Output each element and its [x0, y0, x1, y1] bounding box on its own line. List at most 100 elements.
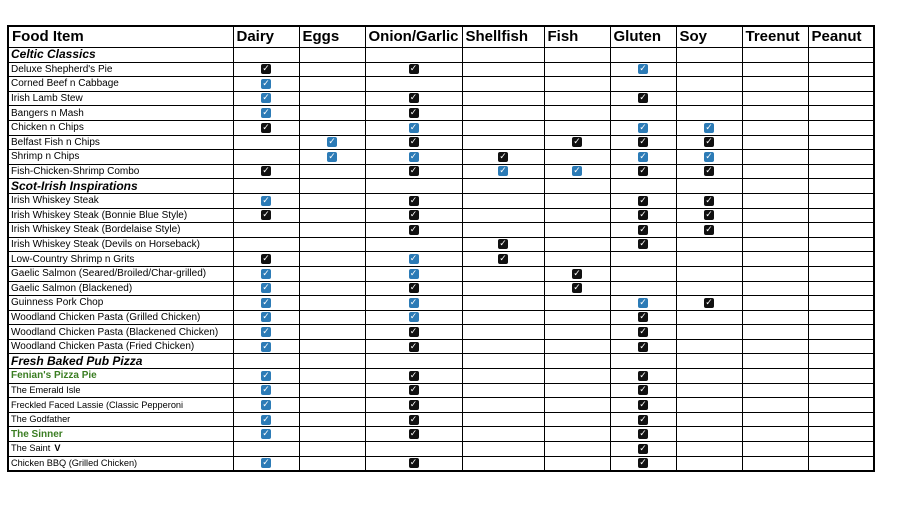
- checkbox-checked-icon: ✓: [408, 385, 419, 396]
- checkbox-checked-icon: ✓: [261, 166, 271, 177]
- allergen-sheet: Food Item Dairy Eggs Onion/Garlic Shellfish F…: [7, 25, 875, 473]
- checkbox-checked-icon: ✓: [261, 297, 271, 308]
- food-item-name: Fenian's Pizza Pie: [7, 368, 234, 384]
- empty-cell: [298, 47, 366, 63]
- allergen-cell: ✓: [609, 426, 677, 443]
- allergen-cell: [807, 61, 875, 78]
- table-row: Fenian's Pizza Pie ✓ ✓ ✓: [7, 368, 875, 384]
- allergen-cell: ✓: [609, 338, 677, 355]
- allergen-cell: [298, 411, 366, 428]
- allergen-cell: ✓: [232, 251, 300, 267]
- allergen-cell: [543, 207, 611, 224]
- food-item-label: Chicken BBQ (Grilled Chicken): [11, 457, 138, 468]
- table-row: Chicken BBQ (Grilled Chicken) ✓ ✓ ✓: [7, 455, 875, 473]
- allergen-cell: ✓: [232, 338, 300, 355]
- allergen-cell: [543, 411, 611, 428]
- allergen-cell: ✓: [364, 324, 463, 340]
- allergen-cell: [675, 382, 743, 399]
- empty-cell: [461, 353, 545, 370]
- allergen-cell: ✓: [232, 295, 300, 311]
- allergen-cell: [461, 455, 545, 473]
- empty-cell: [364, 353, 463, 370]
- allergen-cell: [298, 90, 366, 107]
- checkbox-checked-icon: ✓: [704, 137, 714, 148]
- checkbox-checked-icon: ✓: [572, 268, 582, 279]
- allergen-cell: ✓: [232, 280, 300, 297]
- food-item-label: Bangers n Mash: [11, 107, 84, 119]
- checkbox-checked-icon: ✓: [638, 64, 648, 75]
- checkbox-checked-icon: ✓: [408, 268, 419, 279]
- checkbox-checked-icon: ✓: [638, 370, 648, 381]
- allergen-cell: [807, 163, 875, 180]
- food-item-name: Guinness Pork Chop: [7, 295, 234, 311]
- food-item-label: Woodland Chicken Pasta (Blackened Chicke…: [11, 326, 219, 338]
- allergen-cell: ✓: [232, 455, 300, 473]
- checkbox-checked-icon: ✓: [408, 210, 419, 221]
- checkbox-checked-icon: ✓: [408, 64, 419, 75]
- allergen-cell: ✓: [364, 105, 463, 121]
- food-item-name: Irish Lamb Stew: [7, 90, 234, 107]
- checkbox-checked-icon: ✓: [408, 341, 419, 352]
- food-item-name: Woodland Chicken Pasta (Fried Chicken): [7, 338, 234, 355]
- allergen-cell: [741, 411, 809, 428]
- allergen-cell: ✓: [232, 119, 300, 136]
- checkbox-checked-icon: ✓: [638, 385, 648, 396]
- allergen-cell: [461, 295, 545, 311]
- checkbox-checked-icon: ✓: [638, 312, 648, 323]
- allergen-cell: ✓: [675, 149, 743, 165]
- allergen-cell: [298, 338, 366, 355]
- allergen-cell: [461, 309, 545, 326]
- table-row: The Godfather ✓ ✓ ✓: [7, 411, 875, 428]
- allergen-cell: [741, 149, 809, 165]
- table-row: Corned Beef n Cabbage ✓: [7, 76, 875, 92]
- table-row: Freckled Faced Lassie (Classic Pepperoni…: [7, 397, 875, 413]
- checkbox-checked-icon: ✓: [638, 399, 648, 410]
- column-header: Peanut: [807, 25, 875, 48]
- checkbox-checked-icon: ✓: [704, 151, 714, 162]
- section-title: Fresh Baked Pub Pizza: [7, 353, 234, 370]
- checkbox-checked-icon: ✓: [261, 108, 271, 119]
- food-item-name: Belfast Fish n Chips: [7, 134, 234, 151]
- checkbox-checked-icon: ✓: [327, 137, 337, 148]
- allergen-cell: [461, 119, 545, 136]
- allergen-cell: [461, 411, 545, 428]
- checkbox-checked-icon: ✓: [638, 122, 648, 133]
- checkbox-checked-icon: ✓: [638, 195, 648, 206]
- allergen-cell: [741, 222, 809, 238]
- checkbox-checked-icon: ✓: [408, 297, 419, 308]
- food-item-name: Woodland Chicken Pasta (Blackened Chicke…: [7, 324, 234, 340]
- checkbox-checked-icon: ✓: [408, 253, 419, 264]
- food-item-label: Woodland Chicken Pasta (Fried Chicken): [11, 341, 195, 353]
- allergen-cell: [543, 90, 611, 107]
- empty-cell: [364, 47, 463, 63]
- allergen-table: Food Item Dairy Eggs Onion/Garlic Shellfish F…: [7, 25, 875, 473]
- allergen-cell: ✓: [675, 222, 743, 238]
- allergen-cell: ✓: [364, 90, 463, 107]
- empty-cell: [741, 178, 809, 194]
- allergen-cell: ✓: [675, 207, 743, 224]
- empty-cell: [675, 178, 743, 194]
- allergen-cell: ✓: [232, 90, 300, 107]
- allergen-cell: [543, 426, 611, 443]
- allergen-cell: [675, 309, 743, 326]
- allergen-cell: ✓: [609, 119, 677, 136]
- allergen-cell: [741, 105, 809, 121]
- allergen-cell: [543, 149, 611, 165]
- allergen-cell: ✓: [232, 411, 300, 428]
- empty-cell: [543, 178, 611, 194]
- allergen-cell: [298, 105, 366, 121]
- food-item-label: Shrimp n Chips: [11, 151, 80, 163]
- checkbox-checked-icon: ✓: [408, 93, 419, 104]
- allergen-cell: [741, 76, 809, 92]
- allergen-cell: [461, 134, 545, 151]
- checkbox-checked-icon: ✓: [638, 443, 648, 454]
- allergen-cell: ✓: [232, 309, 300, 326]
- checkbox-checked-icon: ✓: [408, 458, 419, 469]
- checkbox-checked-icon: ✓: [261, 429, 271, 440]
- allergen-cell: ✓: [364, 455, 463, 473]
- empty-cell: [807, 353, 875, 370]
- food-item-name: Chicken n Chips: [7, 119, 234, 136]
- allergen-cell: ✓: [364, 163, 463, 180]
- allergen-cell: [298, 61, 366, 78]
- allergen-cell: ✓: [609, 397, 677, 413]
